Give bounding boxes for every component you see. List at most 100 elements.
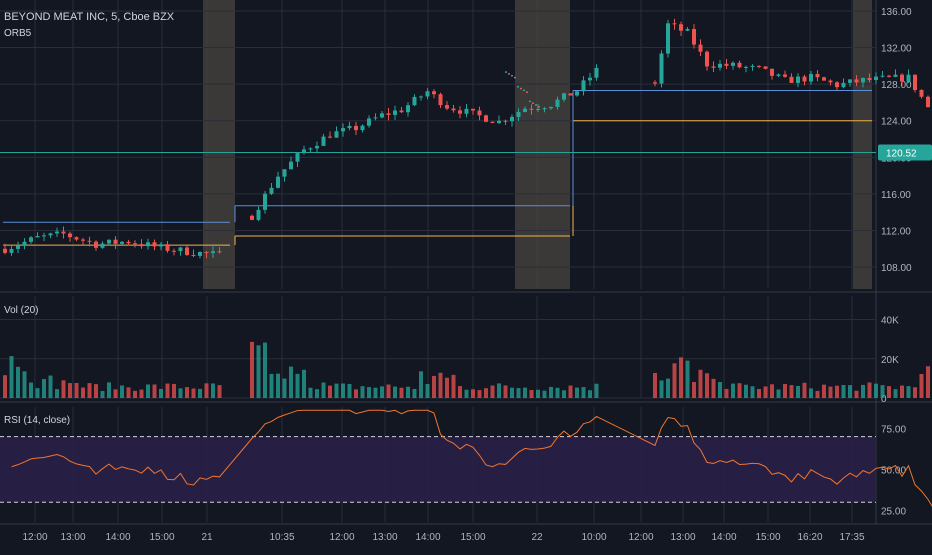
volume-bar xyxy=(887,386,891,398)
volume-bar xyxy=(393,387,397,398)
candle-body xyxy=(712,66,716,67)
volume-bar xyxy=(510,388,514,398)
volume-bar xyxy=(530,390,534,398)
volume-bar xyxy=(575,388,579,398)
candle-body xyxy=(172,251,176,252)
volume-bar xyxy=(3,375,7,398)
candle-body xyxy=(738,63,742,68)
time-tick-label: 14:00 xyxy=(105,532,130,543)
volume-bar xyxy=(439,373,443,398)
volume-bar xyxy=(114,389,118,398)
volume-bar xyxy=(296,374,300,398)
volume-bar xyxy=(354,389,358,398)
volume-bar xyxy=(543,391,547,398)
candle-body xyxy=(328,137,332,138)
volume-bar xyxy=(692,382,696,398)
candle-body xyxy=(686,29,690,31)
volume-bar xyxy=(348,384,352,398)
candle-body xyxy=(257,210,261,220)
candle-body xyxy=(822,77,826,80)
candle-body xyxy=(705,52,709,67)
volume-bar xyxy=(387,385,391,398)
volume-bar xyxy=(920,374,924,398)
volume-bar xyxy=(75,383,79,398)
candle-body xyxy=(211,251,215,253)
candle-body xyxy=(387,113,391,115)
volume-bar xyxy=(874,384,878,398)
volume-bar xyxy=(907,386,911,398)
volume-bar xyxy=(783,384,787,398)
candle-body xyxy=(445,105,449,108)
volume-bar xyxy=(315,389,319,398)
candle-body xyxy=(10,249,14,253)
volume-bar xyxy=(822,385,826,398)
volume-bar xyxy=(484,388,488,398)
volume-bar xyxy=(562,390,566,398)
candle-body xyxy=(562,93,566,99)
volume-bar xyxy=(211,383,215,398)
time-tick-label: 12:00 xyxy=(329,532,354,543)
candle-body xyxy=(699,45,703,52)
volume-bar xyxy=(322,383,326,398)
volume-bar xyxy=(42,379,46,398)
candle-body xyxy=(510,117,514,121)
candle-body xyxy=(744,67,748,68)
rsi-tick-label: 75.00 xyxy=(881,424,906,435)
volume-bar xyxy=(406,387,410,398)
candle-body xyxy=(270,188,274,194)
orb-indicator-label[interactable]: ORB5 xyxy=(4,28,31,39)
volume-bar xyxy=(497,383,501,398)
volume-bar xyxy=(757,389,761,398)
candle-body xyxy=(166,244,170,251)
candle-body xyxy=(283,169,287,176)
volume-bar xyxy=(848,385,852,398)
candle-body xyxy=(900,75,904,82)
candle-body xyxy=(751,66,755,67)
volume-bar xyxy=(10,356,14,398)
price-tick-label: 128.00 xyxy=(881,80,912,91)
volume-bar xyxy=(478,390,482,398)
candle-body xyxy=(809,74,813,81)
candle-body xyxy=(868,78,872,80)
volume-bar xyxy=(718,382,722,398)
candle-body xyxy=(367,118,371,125)
volume-bar xyxy=(569,386,573,398)
volume-bar xyxy=(803,383,807,398)
candle-body xyxy=(94,242,98,248)
volume-bar xyxy=(582,387,586,398)
candle-body xyxy=(250,216,254,220)
volume-indicator-label[interactable]: Vol (20) xyxy=(4,305,38,316)
volume-bar xyxy=(751,386,755,398)
rsi-tick-label: 25.00 xyxy=(881,507,906,518)
time-tick-label: 10:00 xyxy=(581,532,606,543)
candle-body xyxy=(159,244,163,246)
candle-body xyxy=(725,64,729,66)
candle-body xyxy=(400,110,404,112)
volume-bar xyxy=(341,383,345,398)
candle-body xyxy=(907,75,911,82)
volume-bar xyxy=(536,390,540,398)
volume-bar xyxy=(809,388,813,398)
volume-bar xyxy=(465,390,469,398)
candle-body xyxy=(829,81,833,83)
volume-bar xyxy=(55,389,59,398)
candle-body xyxy=(380,113,384,117)
extended-hours-dot xyxy=(505,71,507,73)
symbol-title[interactable]: BEYOND MEAT INC, 5, Cboe BZX xyxy=(4,11,174,23)
rsi-indicator-label[interactable]: RSI (14, close) xyxy=(4,415,70,426)
candle-body xyxy=(341,128,345,131)
time-tick-label: 13:00 xyxy=(60,532,85,543)
volume-bar xyxy=(133,391,137,398)
time-tick-label: 13:00 xyxy=(372,532,397,543)
candle-body xyxy=(816,74,820,77)
volume-bar xyxy=(686,361,690,398)
candle-body xyxy=(62,232,66,234)
candle-body xyxy=(289,162,293,170)
candle-body xyxy=(777,74,781,75)
volume-bar xyxy=(835,386,839,398)
candle-body xyxy=(731,63,735,66)
volume-bar xyxy=(380,386,384,398)
volume-bar xyxy=(855,391,859,398)
